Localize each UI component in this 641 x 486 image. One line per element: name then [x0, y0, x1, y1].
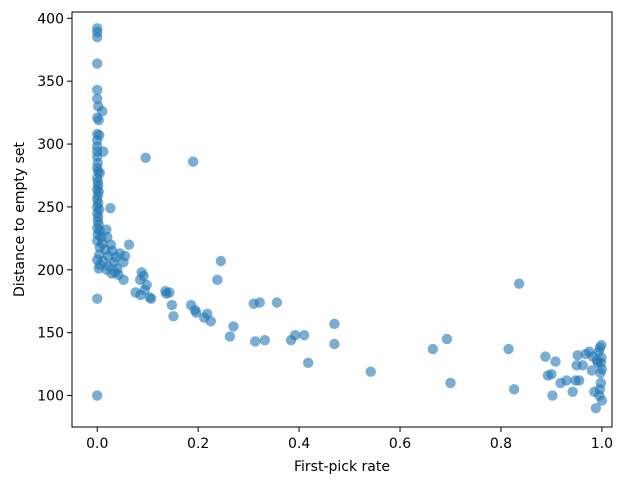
data-point: [168, 311, 179, 322]
y-axis-label: Distance to empty set: [12, 142, 28, 297]
data-point: [329, 318, 340, 330]
x-tick-label: 1.0: [591, 436, 613, 452]
data-point: [139, 284, 150, 296]
data-point: [92, 390, 103, 401]
data-point: [550, 356, 561, 367]
data-point: [93, 114, 104, 126]
data-point: [546, 368, 557, 380]
points-layer: [92, 23, 608, 414]
data-point: [118, 274, 129, 286]
data-point: [190, 307, 202, 318]
data-point: [205, 316, 216, 327]
data-point: [92, 84, 103, 96]
data-point: [596, 395, 608, 406]
y-tick-label: 350: [37, 74, 64, 90]
y-tick-label: 400: [37, 11, 64, 27]
data-point: [250, 336, 261, 347]
x-tick-label: 0.6: [389, 436, 411, 452]
data-point: [271, 297, 283, 308]
y-axis: 100 150 200 250 300 350 400: [37, 11, 72, 405]
data-point: [254, 297, 265, 308]
y-tick-label: 100: [37, 389, 64, 405]
data-point: [574, 375, 585, 386]
data-point: [441, 333, 453, 345]
data-point: [561, 375, 572, 386]
data-point: [215, 255, 227, 267]
data-point: [93, 263, 104, 274]
data-point: [513, 278, 525, 289]
data-point: [590, 402, 602, 414]
x-tick-label: 0.2: [187, 436, 209, 452]
data-point: [228, 321, 239, 332]
x-tick-label: 0.8: [490, 436, 512, 452]
data-point: [187, 156, 199, 167]
data-point: [572, 350, 583, 361]
data-point: [596, 363, 608, 375]
data-point: [503, 343, 514, 355]
data-point: [547, 390, 558, 401]
x-axis-label: First-pick rate: [294, 459, 390, 475]
data-point: [92, 31, 103, 43]
data-point: [577, 360, 588, 371]
x-axis: 0.0 0.2 0.4 0.6 0.8 1.0: [86, 427, 613, 452]
data-point: [166, 299, 178, 311]
data-point: [540, 351, 551, 362]
data-point: [508, 384, 520, 395]
data-point: [427, 343, 439, 355]
y-tick-label: 250: [37, 200, 64, 216]
data-point: [289, 330, 301, 341]
x-tick-label: 0.0: [86, 436, 108, 452]
data-point: [105, 202, 116, 214]
data-point: [224, 331, 236, 342]
data-point: [302, 357, 314, 369]
data-point: [595, 377, 607, 389]
data-point: [259, 335, 270, 346]
data-point: [212, 274, 223, 286]
data-point: [567, 386, 578, 397]
data-point: [140, 152, 151, 164]
x-tick-label: 0.4: [288, 436, 310, 452]
data-point: [445, 377, 456, 389]
data-point: [298, 330, 310, 341]
y-tick-label: 300: [37, 137, 64, 153]
data-point: [146, 293, 157, 304]
data-point: [123, 239, 135, 250]
data-point: [586, 365, 598, 376]
y-tick-label: 200: [37, 263, 64, 279]
data-point: [161, 288, 172, 299]
data-point: [329, 338, 340, 350]
plot-frame: [71, 11, 613, 428]
y-tick-label: 150: [37, 326, 64, 342]
data-point: [92, 58, 103, 69]
data-point: [593, 346, 605, 357]
data-point: [365, 366, 376, 377]
data-point: [92, 293, 103, 304]
